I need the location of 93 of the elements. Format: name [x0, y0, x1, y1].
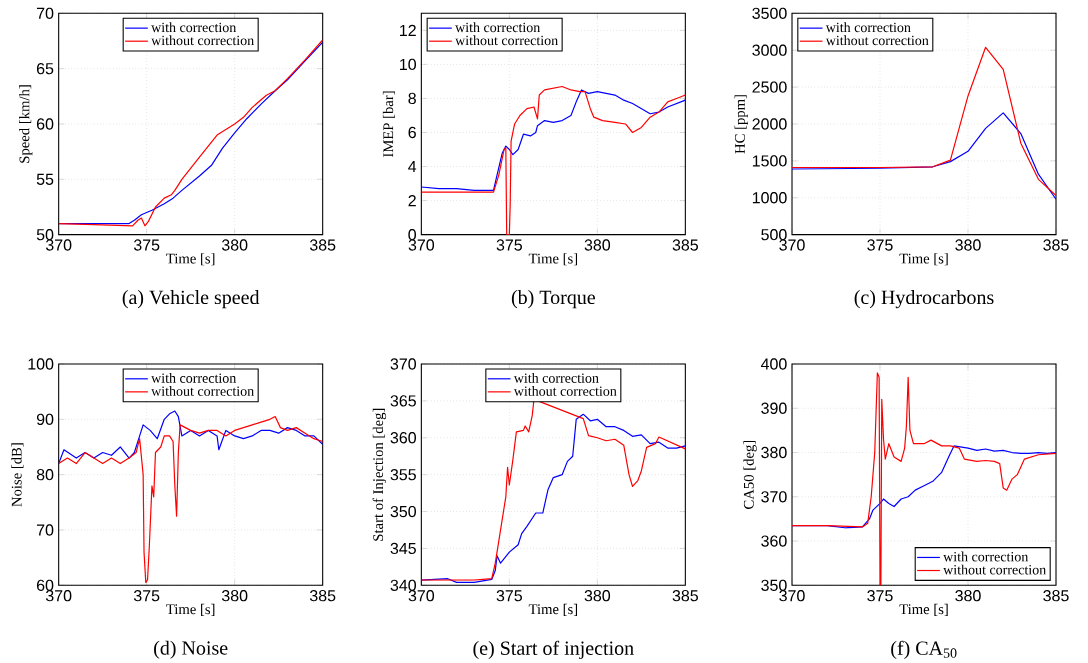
legend-label: without correction	[151, 386, 254, 397]
y-tick-label: 2000	[752, 118, 787, 130]
text: (b) Torque	[511, 290, 595, 309]
y-tick-label: 80	[36, 469, 54, 481]
legend-label: without correction	[825, 35, 929, 46]
y-tick-label: 380	[761, 447, 787, 459]
y-tick-label: 500	[761, 229, 787, 241]
y-tick-label: 1500	[752, 155, 787, 167]
y-tick-label: 60	[36, 579, 54, 592]
y-tick-label: 350	[761, 579, 787, 592]
x-tick-label: 385	[309, 590, 336, 602]
text: (e) Start of injection	[473, 640, 634, 660]
y-tick-label: 365	[390, 395, 416, 407]
y-axis-title: HC [ppm]	[734, 95, 748, 154]
y-axis-title: IMEP [bar]	[382, 91, 396, 158]
x-axis-title: Time [s]	[166, 253, 215, 266]
x-axis-title: Time [s]	[528, 253, 578, 266]
x-tick-label: 385	[672, 239, 698, 251]
y-tick-label: 2500	[752, 81, 787, 93]
x-tick-label: 375	[867, 590, 893, 602]
y-tick-label: 55	[36, 173, 54, 186]
x-tick-label: 375	[496, 239, 522, 251]
y-axis-title: CA50 [deg]	[743, 441, 757, 510]
x-tick-label: 375	[133, 239, 160, 251]
y-axis-title: Start of Injection [deg]	[372, 408, 387, 541]
x-axis-title: Time [s]	[899, 253, 948, 266]
x-tick-label: 380	[221, 239, 248, 251]
legend-label: with correction	[825, 22, 911, 33]
y-tick-label: 370	[761, 491, 787, 503]
text: (d) Noise	[154, 640, 228, 660]
x-tick-label: 370	[779, 590, 805, 602]
y-tick-label: 6	[408, 127, 416, 139]
y-tick-label: 50	[36, 229, 54, 241]
x-tick-label: 370	[779, 239, 805, 251]
y-tick-label: 400	[760, 358, 787, 370]
y-tick-label: 4	[408, 161, 417, 173]
x-tick-label: 385	[672, 590, 698, 602]
x-tick-label: 380	[221, 590, 248, 602]
x-tick-label: 370	[45, 590, 72, 602]
legend-label: with correction	[151, 22, 237, 33]
x-tick-label: 380	[584, 239, 611, 251]
text: (a) Vehicle speed	[122, 290, 260, 309]
legend-label: with correction	[455, 22, 541, 33]
y-tick-label: 60	[36, 118, 54, 130]
y-tick-label: 340	[390, 579, 417, 592]
y-tick-label: 390	[761, 402, 787, 415]
y-tick-label: 355	[390, 469, 416, 481]
x-tick-label: 385	[309, 239, 336, 251]
y-tick-label: 360	[761, 535, 787, 547]
text: (f) CA$_{50}$	[891, 640, 957, 660]
legend-label: without correction	[943, 564, 1046, 575]
y-tick-label: 360	[390, 432, 417, 444]
line-series	[58, 410, 323, 465]
legend-label: without correction	[151, 35, 254, 46]
y-tick-label: 8	[408, 92, 416, 105]
y-tick-label: 2	[408, 195, 416, 207]
y-tick-label: 350	[390, 506, 417, 518]
y-axis-title: Speed [km/h]	[19, 85, 33, 163]
line-series	[792, 372, 1057, 586]
y-tick-label: 3000	[752, 44, 787, 57]
line-series	[792, 46, 1057, 197]
legend-label: without correction	[455, 35, 558, 46]
x-axis-title: Time [s]	[528, 604, 578, 617]
legend-label: with correction	[151, 373, 237, 383]
y-tick-label: 10	[400, 58, 417, 71]
x-tick-label: 380	[955, 590, 981, 602]
x-tick-label: 380	[584, 590, 611, 602]
legend-label: without correction	[513, 386, 617, 397]
y-tick-label: 90	[36, 413, 54, 426]
y-tick-label: 370	[390, 358, 417, 370]
y-tick-label: 1000	[752, 192, 787, 204]
y-tick-label: 12	[400, 24, 416, 37]
x-tick-label: 375	[496, 590, 522, 602]
x-tick-label: 385	[1043, 590, 1069, 602]
line-series	[792, 112, 1057, 201]
y-tick-label: 70	[36, 7, 54, 20]
legend-label: with correction	[943, 551, 1029, 562]
x-tick-label: 385	[1043, 239, 1069, 251]
x-tick-label: 380	[955, 239, 981, 251]
x-tick-label: 375	[867, 239, 893, 251]
x-tick-label: 375	[133, 590, 160, 602]
y-tick-label: 65	[36, 63, 54, 75]
y-tick-label: 345	[390, 542, 416, 555]
x-axis-title: Time [s]	[166, 604, 215, 617]
y-tick-label: 70	[36, 524, 54, 536]
x-axis-title: Time [s]	[899, 604, 948, 617]
x-tick-label: 370	[45, 239, 72, 251]
y-tick-label: 100	[28, 358, 54, 370]
y-tick-label: 0	[408, 229, 417, 241]
text: (c) Hydrocarbons	[854, 290, 994, 309]
y-axis-title: Noise [dB]	[11, 443, 24, 507]
legend-label: with correction	[513, 373, 599, 383]
y-tick-label: 3500	[752, 7, 787, 20]
